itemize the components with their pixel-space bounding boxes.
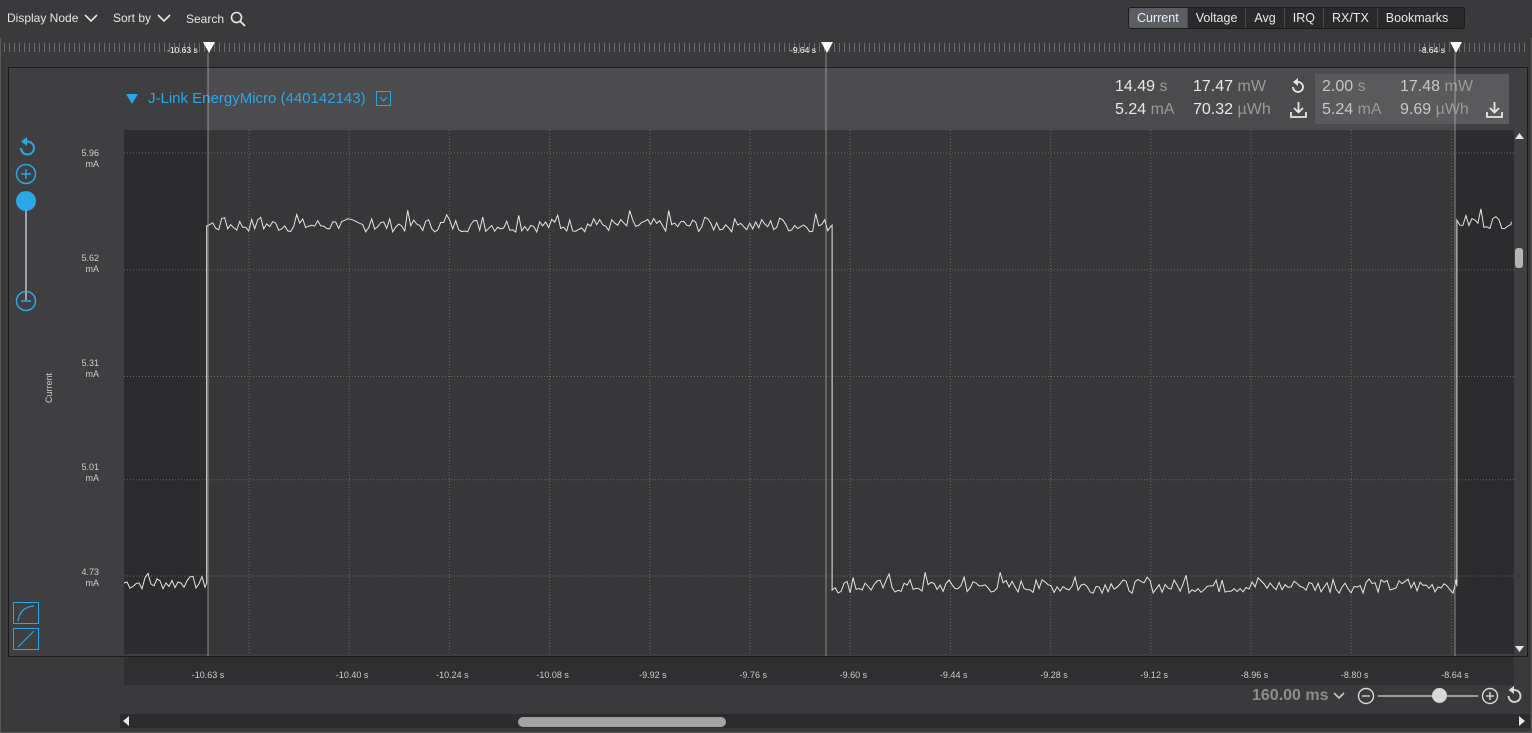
time-window-dropdown[interactable]: 160.00 ms	[1252, 687, 1345, 705]
x-tick-label: -9.76 s	[739, 670, 767, 680]
marker-handle-middle[interactable]	[821, 42, 833, 53]
reset-measurement-icon[interactable]	[1289, 78, 1307, 96]
export-measurement-icon[interactable]	[1290, 101, 1307, 119]
time-window-label: 160.00 ms	[1252, 687, 1329, 704]
selection-time: 2.00 s	[1322, 78, 1366, 96]
display-node-label: Display Node	[7, 11, 78, 25]
zoom-out-icon[interactable]	[15, 290, 37, 312]
x-tick-label: -9.60 s	[840, 670, 868, 680]
vertical-scroll-thumb[interactable]	[1515, 248, 1523, 268]
device-title: J-Link EnergyMicro (440142143)	[148, 90, 366, 107]
selection-energy: 9.69 µWh	[1400, 101, 1469, 119]
marker-label-middle: -9.64 s	[790, 45, 816, 55]
sort-by-dropdown[interactable]: Sort by	[113, 11, 171, 25]
x-tick-label: -9.28 s	[1040, 670, 1068, 680]
horizontal-scroll-thumb[interactable]	[518, 717, 726, 727]
x-tick-label: -10.24 s	[436, 670, 469, 680]
time-zoom-knob[interactable]	[1432, 688, 1447, 703]
x-tick-label: -10.08 s	[536, 670, 569, 680]
x-tick-label: -8.96 s	[1241, 670, 1269, 680]
total-current: 5.24 mA	[1115, 101, 1175, 119]
tab-voltage[interactable]: Voltage	[1188, 8, 1247, 28]
x-tick-label: -8.64 s	[1441, 670, 1469, 680]
marker-handle-left[interactable]	[203, 42, 215, 53]
scroll-down-icon[interactable]	[1515, 646, 1524, 653]
total-time: 14.49 s	[1115, 78, 1168, 96]
x-tick-label: -9.92 s	[639, 670, 667, 680]
time-zoom-slider[interactable]	[1378, 695, 1478, 697]
horizontal-scrollbar[interactable]	[120, 714, 1530, 728]
chevron-down-icon	[157, 13, 171, 23]
chevron-down-icon	[84, 13, 98, 23]
marker-handle-right[interactable]	[1450, 42, 1462, 53]
plot-outside-selection-right	[1455, 130, 1514, 654]
tab-avg[interactable]: Avg	[1246, 8, 1284, 28]
tab-current[interactable]: Current	[1129, 8, 1188, 28]
tab-rx-tx[interactable]: RX/TX	[1324, 8, 1378, 28]
search-label: Search	[186, 12, 224, 26]
tab-bookmarks[interactable]: Bookmarks	[1378, 8, 1465, 28]
selection-power: 17.48 mW	[1400, 78, 1473, 96]
plot-outside-selection-left	[124, 130, 208, 654]
search-icon	[230, 11, 246, 27]
y-tick-label: 4.73 mA	[59, 567, 99, 589]
tab-irq[interactable]: IRQ	[1285, 8, 1324, 28]
toolbar: Display Node Sort by Search Current Volt…	[0, 0, 1532, 38]
display-node-dropdown[interactable]: Display Node	[7, 11, 98, 25]
total-power: 17.47 mW	[1193, 78, 1266, 96]
x-tick-label: -9.44 s	[940, 670, 968, 680]
x-tick-label: -10.63 s	[192, 670, 225, 680]
scroll-up-icon[interactable]	[1515, 133, 1524, 140]
x-tick-label: -10.40 s	[336, 670, 369, 680]
y-tick-label: 5.01 mA	[59, 462, 99, 484]
vertical-zoom-knob[interactable]	[15, 190, 37, 212]
time-ruler[interactable]	[4, 40, 1528, 55]
chevron-down-icon	[1333, 691, 1345, 700]
y-axis-title: Current	[44, 373, 54, 403]
export-selection-icon[interactable]	[1486, 101, 1503, 119]
y-tick-label: 5.62 mA	[59, 253, 99, 275]
y-tick-label: 5.31 mA	[59, 358, 99, 380]
time-zoom-out-icon[interactable]	[1357, 687, 1375, 705]
x-axis	[124, 657, 1514, 685]
search-button[interactable]: Search	[186, 11, 246, 27]
time-zoom-in-icon[interactable]	[1481, 687, 1499, 705]
zoom-in-icon[interactable]	[15, 163, 37, 185]
collapse-triangle-icon[interactable]	[126, 93, 138, 105]
marker-label-right: -8.64 s	[1419, 45, 1445, 55]
device-dropdown-button[interactable]	[376, 91, 391, 106]
time-zoom-reset-icon[interactable]	[1504, 686, 1524, 706]
total-energy: 70.32 µWh	[1193, 101, 1271, 119]
linear-scale-icon[interactable]	[13, 628, 39, 650]
marker-label-left: -10.63 s	[167, 45, 198, 55]
x-tick-label: -9.12 s	[1140, 670, 1168, 680]
sort-by-label: Sort by	[113, 11, 151, 25]
device-header[interactable]: J-Link EnergyMicro (440142143)	[126, 90, 391, 107]
reset-zoom-icon[interactable]	[16, 137, 38, 159]
scroll-left-icon[interactable]	[122, 716, 130, 726]
view-tabs: Current Voltage Avg IRQ RX/TX Bookmarks	[1128, 7, 1465, 29]
selection-current: 5.24 mA	[1322, 101, 1382, 119]
chevron-down-icon	[379, 96, 388, 102]
x-tick-label: -8.80 s	[1341, 670, 1369, 680]
scroll-right-icon[interactable]	[1518, 716, 1526, 726]
log-scale-icon[interactable]	[13, 602, 39, 624]
plot-area[interactable]	[124, 130, 1514, 654]
y-tick-label: 5.96 mA	[59, 148, 99, 170]
vertical-zoom-slider[interactable]	[25, 200, 27, 300]
